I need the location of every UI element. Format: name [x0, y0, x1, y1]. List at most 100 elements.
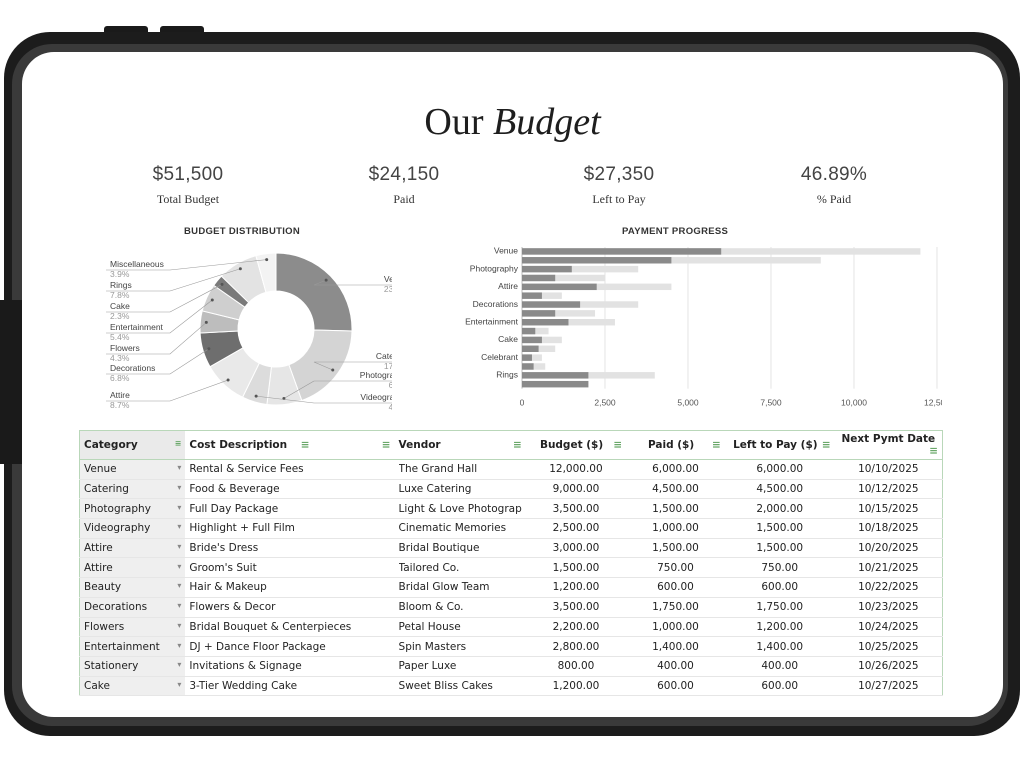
cell-budget[interactable]: 2,200.00 [525, 617, 627, 638]
cell-budget[interactable]: 12,000.00 [525, 459, 627, 480]
table-row[interactable]: Attire ▾ Bride's Dress Bridal Boutique 3,000… [79, 538, 943, 559]
cell-budget[interactable]: 9,000.00 [525, 479, 627, 500]
table-row[interactable]: Entertainment ▾ DJ + Dance Floor Package Sp… [79, 636, 943, 657]
filter-icon[interactable]: ≡ [512, 439, 522, 451]
cell-next-payment-date[interactable]: 10/12/2025 [834, 479, 943, 500]
cell-category[interactable]: Flowers ▾ [79, 617, 186, 638]
dropdown-arrow-icon[interactable]: ▾ [177, 561, 182, 571]
table-row[interactable]: Videography ▾ Highlight + Full Film Cinemat… [79, 518, 943, 539]
cell-paid[interactable]: 1,500.00 [626, 498, 725, 520]
cell-paid[interactable]: 600.00 [626, 676, 725, 697]
cell-cost-description[interactable]: Flowers & Decor [185, 597, 395, 618]
cell-cost-description[interactable]: Food & Beverage [185, 479, 395, 500]
cell-vendor[interactable]: Luxe Catering [394, 479, 526, 500]
cell-vendor[interactable]: Light & Love Photograp [394, 498, 526, 520]
filter-icon[interactable]: ≡ [613, 439, 623, 451]
table-row[interactable]: Flowers ▾ Bridal Bouquet & Centerpieces Pet… [79, 617, 943, 638]
cell-budget[interactable]: 1,500.00 [525, 557, 627, 579]
cell-cost-description[interactable]: 3-Tier Wedding Cake [185, 676, 395, 697]
cell-budget[interactable]: 2,800.00 [525, 636, 627, 657]
cell-category[interactable]: Stationery ▾ [79, 656, 186, 677]
column-header-paid[interactable]: Paid ($) ≡ [626, 430, 725, 460]
cell-category[interactable]: Venue ▾ [79, 459, 186, 480]
cell-paid[interactable]: 1,000.00 [626, 617, 725, 638]
cell-cost-description[interactable]: Bride's Dress [185, 538, 395, 559]
cell-left-to-pay[interactable]: 4,500.00 [724, 479, 835, 500]
cell-cost-description[interactable]: Full Day Package [185, 498, 395, 520]
dropdown-arrow-icon[interactable]: ▾ [177, 581, 182, 591]
dropdown-arrow-icon[interactable]: ▾ [177, 542, 182, 552]
cell-vendor[interactable]: Tailored Co. [394, 557, 526, 579]
cell-cost-description[interactable]: Bridal Bouquet & Centerpieces [185, 617, 395, 638]
cell-category[interactable]: Cake ▾ [79, 676, 186, 697]
cell-next-payment-date[interactable]: 10/20/2025 [834, 538, 943, 559]
cell-vendor[interactable]: Petal House [394, 617, 526, 638]
cell-budget[interactable]: 800.00 [525, 656, 627, 677]
cell-next-payment-date[interactable]: 10/10/2025 [834, 459, 943, 480]
cell-category[interactable]: Decorations ▾ [79, 597, 186, 618]
cell-vendor[interactable]: Paper Luxe [394, 656, 526, 677]
cell-left-to-pay[interactable]: 1,400.00 [724, 636, 835, 657]
cell-left-to-pay[interactable]: 1,200.00 [724, 617, 835, 638]
column-header-next-payment-date[interactable]: Next Pymt Date ≡ [834, 430, 943, 460]
cell-left-to-pay[interactable]: 1,750.00 [724, 597, 835, 618]
cell-vendor[interactable]: Bridal Boutique [394, 538, 526, 559]
cell-left-to-pay[interactable]: 600.00 [724, 577, 835, 598]
cell-paid[interactable]: 4,500.00 [626, 479, 725, 500]
cell-category[interactable]: Entertainment ▾ [79, 636, 186, 657]
column-header-left-to-pay[interactable]: Left to Pay ($) ≡ [724, 430, 835, 460]
dropdown-arrow-icon[interactable]: ▾ [177, 601, 182, 611]
cell-budget[interactable]: 3,500.00 [525, 498, 627, 520]
cell-category[interactable]: Photography ▾ [79, 498, 186, 520]
table-row[interactable]: Attire ▾ Groom's Suit Tailored Co. 1,500.00 7… [79, 557, 943, 579]
cell-category[interactable]: Catering ▾ [79, 479, 186, 500]
cell-cost-description[interactable]: Rental & Service Fees [185, 459, 395, 480]
cell-left-to-pay[interactable]: 600.00 [724, 676, 835, 697]
cell-paid[interactable]: 600.00 [626, 577, 725, 598]
dropdown-arrow-icon[interactable]: ▾ [177, 620, 182, 630]
cell-paid[interactable]: 1,750.00 [626, 597, 725, 618]
filter-icon[interactable]: ≡ [821, 439, 831, 451]
table-row[interactable]: Decorations ▾ Flowers & Decor Bloom & Co. 3,… [79, 597, 943, 618]
cell-left-to-pay[interactable]: 6,000.00 [724, 459, 835, 480]
cell-left-to-pay[interactable]: 1,500.00 [724, 538, 835, 559]
cell-budget[interactable]: 1,200.00 [525, 577, 627, 598]
cell-category[interactable]: Beauty ▾ [79, 577, 186, 598]
cell-next-payment-date[interactable]: 10/25/2025 [834, 636, 943, 657]
cell-budget[interactable]: 1,200.00 [525, 676, 627, 697]
column-header-category[interactable]: Category ≡ [79, 430, 186, 460]
cell-cost-description[interactable]: Invitations & Signage [185, 656, 395, 677]
column-header-cost-description[interactable]: Cost Description ≡ ≡ [185, 430, 395, 460]
cell-cost-description[interactable]: DJ + Dance Floor Package [185, 636, 395, 657]
table-row[interactable]: Venue ▾ Rental & Service Fees The Grand Hal… [79, 459, 943, 480]
cell-left-to-pay[interactable]: 400.00 [724, 656, 835, 677]
table-row[interactable]: Catering ▾ Food & Beverage Luxe Catering 9,0… [79, 479, 943, 500]
cell-vendor[interactable]: Spin Masters [394, 636, 526, 657]
cell-next-payment-date[interactable]: 10/27/2025 [834, 676, 943, 697]
filter-icon[interactable]: ≡ [929, 445, 938, 457]
dropdown-arrow-icon[interactable]: ▾ [177, 679, 182, 689]
cell-left-to-pay[interactable]: 2,000.00 [724, 498, 835, 520]
table-row[interactable]: Cake ▾ 3-Tier Wedding Cake Sweet Bliss Cake… [79, 676, 943, 697]
cell-budget[interactable]: 3,500.00 [525, 597, 627, 618]
column-header-vendor[interactable]: Vendor ≡ [394, 430, 526, 460]
cell-paid[interactable]: 1,000.00 [626, 518, 725, 539]
cell-category[interactable]: Attire ▾ [79, 557, 186, 579]
dropdown-arrow-icon[interactable]: ▾ [177, 660, 182, 670]
cell-vendor[interactable]: Cinematic Memories [394, 518, 526, 539]
cell-next-payment-date[interactable]: 10/18/2025 [834, 518, 943, 539]
filter-icon[interactable]: ≡ [711, 439, 721, 451]
cell-next-payment-date[interactable]: 10/23/2025 [834, 597, 943, 618]
dropdown-arrow-icon[interactable]: ▾ [177, 522, 182, 532]
table-row[interactable]: Photography ▾ Full Day Package Light & Love… [79, 498, 943, 520]
cell-vendor[interactable]: Sweet Bliss Cakes [394, 676, 526, 697]
filter-icon[interactable]: ≡ [174, 439, 182, 448]
filter-icon[interactable]: ≡ [381, 439, 391, 451]
cell-paid[interactable]: 750.00 [626, 557, 725, 579]
cell-paid[interactable]: 6,000.00 [626, 459, 725, 480]
dropdown-arrow-icon[interactable]: ▾ [177, 463, 182, 473]
cell-category[interactable]: Attire ▾ [79, 538, 186, 559]
cell-cost-description[interactable]: Highlight + Full Film [185, 518, 395, 539]
cell-vendor[interactable]: Bloom & Co. [394, 597, 526, 618]
cell-cost-description[interactable]: Groom's Suit [185, 557, 395, 579]
